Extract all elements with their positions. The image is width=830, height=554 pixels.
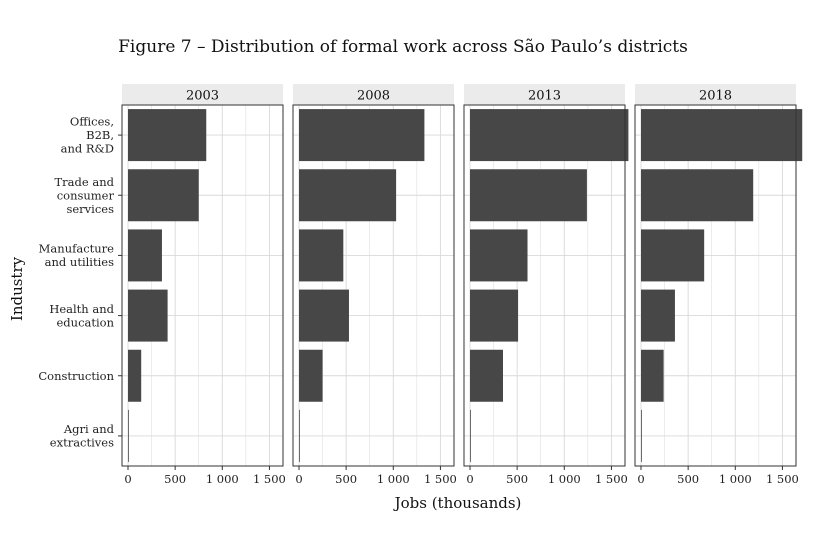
panel-2003: 2003 0 500 1 000 1 500	[121, 84, 286, 486]
y-tick-label: Manufacture and utilities	[39, 242, 115, 270]
y-tick-label-line: Trade and	[55, 175, 115, 189]
bar-2008-2	[299, 229, 344, 282]
panel-2008: 2008 0 500 1 000 1 500	[292, 84, 457, 486]
y-tick-label-line: B2B,	[86, 128, 114, 142]
facet-strip	[635, 84, 796, 105]
y-tick-label-line: Manufacture	[39, 242, 115, 256]
bar-2008-0	[299, 109, 425, 162]
x-tick-label: 1 500	[424, 472, 457, 486]
bar-2003-3	[128, 289, 168, 342]
y-tick-label-line: and R&D	[61, 142, 114, 156]
y-tick-label-line: and utilities	[45, 255, 114, 269]
y-tick-label-line: Construction	[38, 369, 114, 383]
y-tick-labels: Offices, B2B, and R&D Trade and consumer serv…	[38, 115, 122, 450]
bar-2013-5	[470, 409, 471, 462]
panel-background	[464, 105, 625, 466]
y-tick-label: Health and education	[49, 302, 114, 330]
panel-background	[122, 105, 283, 466]
x-tick-label: 1 000	[719, 472, 752, 486]
facet-strip-label: 2008	[357, 89, 390, 104]
bar-2003-1	[128, 169, 199, 222]
bar-2013-1	[470, 169, 587, 222]
bar-2013-0	[470, 109, 629, 162]
bar-2008-3	[299, 289, 349, 342]
x-tick-label: 500	[677, 472, 699, 486]
panel-background	[635, 105, 796, 466]
chart-title: Figure 7 – Distribution of formal work a…	[118, 37, 688, 57]
x-tick-label: 500	[506, 472, 528, 486]
bar-2018-3	[641, 289, 675, 342]
y-tick-label: Agri and extractives	[50, 422, 115, 450]
y-tick-label: Construction	[38, 369, 114, 383]
facet-strip-label: 2003	[186, 89, 219, 104]
x-tick-label: 500	[164, 472, 186, 486]
facet-strip	[464, 84, 625, 105]
panel-border	[292, 104, 455, 467]
bar-2018-2	[641, 229, 705, 282]
y-tick-label-line: services	[66, 202, 114, 216]
bar-2018-0	[641, 109, 803, 162]
y-tick-label-line: extractives	[50, 436, 114, 450]
panel-background	[293, 105, 454, 466]
x-tick-label: 0	[295, 472, 302, 486]
panel-2013: 2013 0 500 1 000 1 500	[463, 84, 629, 486]
bar-2018-5	[641, 409, 642, 462]
x-tick-label: 1 500	[766, 472, 799, 486]
bar-2018-1	[641, 169, 754, 222]
bar-2008-1	[299, 169, 397, 222]
bar-2008-4	[299, 349, 323, 402]
facet-strip	[293, 84, 454, 105]
x-tick-label: 1 000	[206, 472, 239, 486]
bar-2003-2	[128, 229, 162, 282]
x-tick-label: 500	[335, 472, 357, 486]
bar-2013-2	[470, 229, 528, 282]
x-axis-title: Jobs (thousands)	[393, 494, 522, 512]
x-tick-label: 0	[124, 472, 131, 486]
y-tick-label-line: Agri and	[63, 422, 115, 436]
bar-2003-0	[128, 109, 207, 162]
panel-2018: 2018 0 500 1 000 1 500	[634, 84, 803, 486]
y-tick-label-line: Offices,	[70, 115, 114, 129]
y-tick-label-line: education	[57, 315, 115, 329]
bar-2008-5	[299, 409, 300, 462]
x-tick-label: 1 500	[253, 472, 286, 486]
x-tick-label: 1 500	[595, 472, 628, 486]
panel-border	[463, 104, 626, 467]
x-tick-label: 1 000	[377, 472, 410, 486]
y-axis-title: Industry	[8, 256, 26, 321]
bar-2018-4	[641, 349, 664, 402]
facet-strip-label: 2013	[528, 89, 561, 104]
panel-border	[634, 104, 797, 467]
x-tick-label: 0	[466, 472, 473, 486]
facet-strip-label: 2018	[699, 89, 732, 104]
bar-2013-3	[470, 289, 519, 342]
x-tick-label: 1 000	[548, 472, 581, 486]
y-tick-label: Trade and consumer services	[55, 175, 115, 216]
y-tick-label-line: consumer	[57, 188, 115, 202]
y-tick-label-line: Health and	[49, 302, 114, 316]
x-tick-label: 0	[637, 472, 644, 486]
facet-strip	[122, 84, 283, 105]
bar-2013-4	[470, 349, 503, 402]
panel-border	[121, 104, 284, 467]
bar-2003-5	[128, 409, 129, 462]
bar-2003-4	[128, 349, 142, 402]
y-tick-label: Offices, B2B, and R&D	[61, 115, 114, 156]
